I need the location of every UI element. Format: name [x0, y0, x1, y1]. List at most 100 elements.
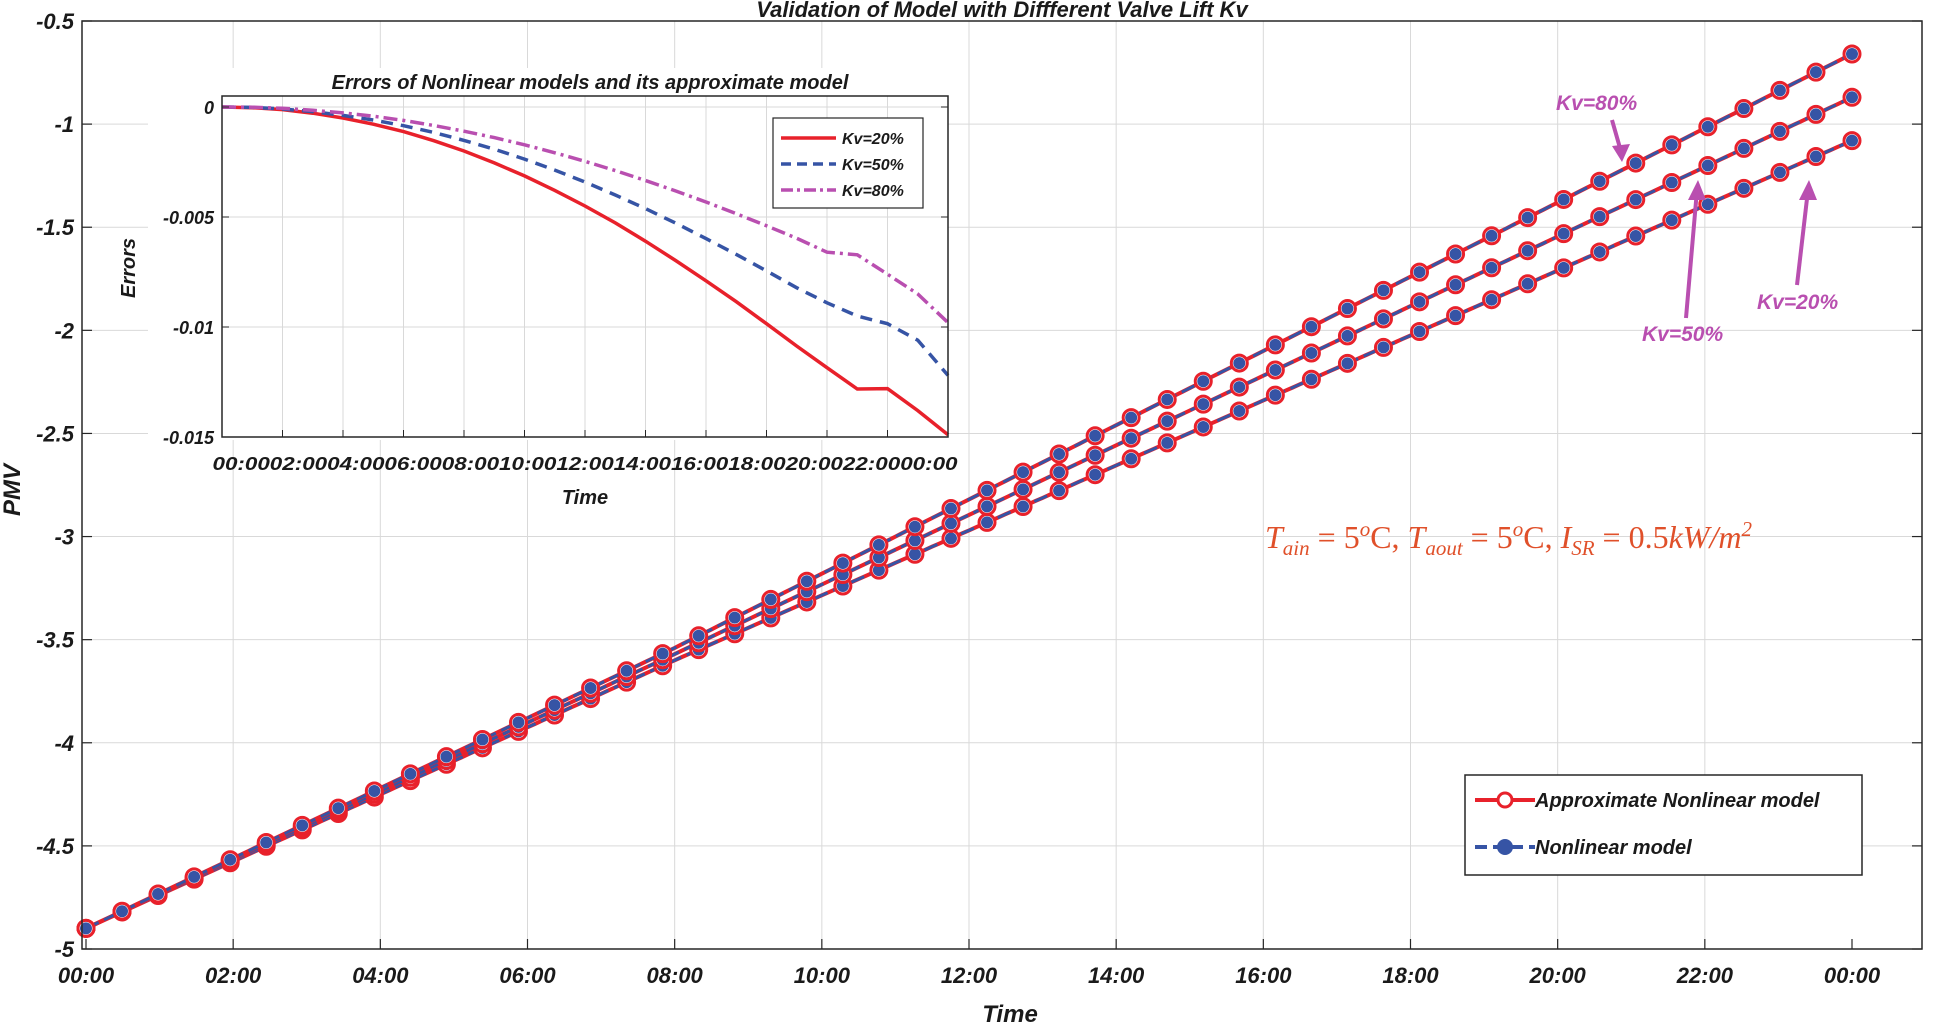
- main-y-ticks: -0.5 -1 -1.5 -2 -2.5 -3 -3.5 -4 -4.5 -5: [36, 9, 1922, 962]
- nonlinear-point-Kv=50%: [1485, 261, 1498, 274]
- nonlinear-point-Kv=80%: [1665, 138, 1678, 151]
- main-legend: Approximate Nonlinear model Nonlinear mo…: [1464, 774, 1863, 876]
- nonlinear-point-Kv=20%: [1197, 420, 1210, 433]
- nonlinear-point-Kv=80%: [944, 502, 957, 515]
- nonlinear-point-Kv=80%: [260, 836, 273, 849]
- inset-line-Kv=80%: [221, 105, 950, 324]
- nonlinear-point-Kv=20%: [1485, 293, 1498, 306]
- inset-series: [221, 105, 950, 437]
- nonlinear-point-Kv=50%: [1593, 210, 1606, 223]
- nonlinear-point-Kv=80%: [512, 716, 525, 729]
- nonlinear-point-Kv=80%: [80, 922, 92, 935]
- nonlinear-point-Kv=80%: [296, 819, 309, 832]
- eq-ain-sub: ain: [1283, 536, 1310, 560]
- nonlinear-point-Kv=20%: [1557, 261, 1570, 274]
- nonlinear-point-Kv=80%: [116, 905, 129, 918]
- nonlinear-point-Kv=80%: [476, 733, 489, 746]
- main-x-tick-label: 00:00: [1824, 963, 1881, 988]
- nonlinear-point-Kv=80%: [1521, 211, 1534, 224]
- eq-part3: = 0.5: [1595, 519, 1669, 555]
- nonlinear-point-Kv=50%: [1089, 449, 1102, 462]
- nonlinear-point-Kv=50%: [1521, 244, 1534, 257]
- nonlinear-point-Kv=80%: [368, 785, 381, 798]
- main-x-tick-label: 14:00: [1088, 963, 1145, 988]
- main-title: Validation of Model with Diffferent Valv…: [756, 0, 1249, 22]
- inset-title: Errors of Nonlinear models and its appro…: [332, 72, 849, 94]
- nonlinear-point-Kv=50%: [1305, 346, 1318, 359]
- eq-part1: = 5: [1310, 519, 1360, 555]
- nonlinear-point-Kv=80%: [872, 538, 885, 551]
- nonlinear-point-Kv=20%: [1305, 373, 1318, 386]
- inset-y-tick-label: -0.005: [163, 208, 215, 228]
- nonlinear-point-Kv=80%: [692, 629, 705, 642]
- nonlinear-point-Kv=80%: [1629, 157, 1642, 170]
- nonlinear-point-Kv=20%: [1701, 198, 1714, 211]
- annotation-kv50-arrow: [1684, 189, 1699, 319]
- main-x-ticks: 00:00 02:00 04:00 06:00 08:00 10:00 12:00 14:00…: [58, 939, 1881, 988]
- nonlinear-point-Kv=50%: [1629, 193, 1642, 206]
- eq-part2: = 5: [1463, 519, 1513, 555]
- eq-unit: kW/m: [1669, 519, 1742, 555]
- nonlinear-point-Kv=50%: [1413, 295, 1426, 308]
- nonlinear-point-Kv=80%: [1809, 66, 1822, 79]
- nonlinear-point-Kv=20%: [1521, 277, 1534, 290]
- nonlinear-point-Kv=50%: [1341, 329, 1354, 342]
- nonlinear-point-Kv=80%: [332, 802, 345, 815]
- annotation-kv80: Kv=80%: [1556, 92, 1637, 162]
- nonlinear-point-Kv=80%: [1341, 302, 1354, 315]
- inset-plot: 0 -0.005 -0.01 -0.015 Errors of Nonlinear m…: [118, 68, 957, 509]
- nonlinear-point-Kv=50%: [1846, 91, 1858, 104]
- main-y-tick-label: -0.5: [36, 9, 75, 34]
- main-y-tick-label: -4.5: [36, 834, 75, 859]
- nonlinear-point-Kv=80%: [764, 593, 777, 606]
- nonlinear-point-Kv=80%: [152, 888, 165, 901]
- nonlinear-point-Kv=20%: [1629, 230, 1642, 243]
- main-y-tick-label: -2: [54, 318, 74, 343]
- main-plot-frame: [81, 20, 1923, 950]
- main-series: [76, 44, 1862, 938]
- nonlinear-point-Kv=50%: [1161, 415, 1174, 428]
- inset-y-tick-label: 0: [204, 98, 214, 118]
- eq-t1: T: [1265, 519, 1285, 555]
- nonlinear-point-Kv=50%: [908, 534, 921, 547]
- main-x-tick-label: 22:00: [1676, 963, 1734, 988]
- legend-nonlinear-marker: [1497, 839, 1513, 855]
- inset-y-tick-label: -0.015: [163, 428, 215, 448]
- nonlinear-point-Kv=80%: [656, 647, 669, 660]
- nonlinear-point-Kv=50%: [1233, 381, 1246, 394]
- main-x-tick-label: 18:00: [1382, 963, 1439, 988]
- nonlinear-point-Kv=50%: [1017, 483, 1030, 496]
- nonlinear-point-Kv=80%: [440, 750, 453, 763]
- nonlinear-point-Kv=80%: [1017, 466, 1030, 479]
- annotation-kv50-arrowhead: [1688, 180, 1706, 200]
- main-y-tick-label: -5: [54, 937, 74, 962]
- nonlinear-point-Kv=50%: [1053, 466, 1066, 479]
- nonlinear-point-Kv=80%: [1485, 229, 1498, 242]
- nonlinear-point-Kv=20%: [1846, 134, 1858, 147]
- nonlinear-point-Kv=20%: [981, 516, 994, 529]
- annotation-kv50: Kv=50%: [1642, 180, 1723, 346]
- main-x-label: Time: [982, 1001, 1038, 1026]
- main-y-tick-label: -1: [54, 112, 74, 137]
- main-y-tick-label: -4: [54, 731, 74, 756]
- nonlinear-point-Kv=20%: [908, 548, 921, 561]
- main-x-tick-label: 12:00: [941, 963, 998, 988]
- nonlinear-point-Kv=50%: [1773, 125, 1786, 138]
- eq-deg1: o: [1360, 517, 1371, 541]
- nonlinear-point-Kv=20%: [1089, 468, 1102, 481]
- annotation-kv20-arrowhead: [1799, 180, 1817, 200]
- nonlinear-point-Kv=20%: [944, 532, 957, 545]
- nonlinear-point-Kv=50%: [1197, 398, 1210, 411]
- nonlinear-point-Kv=80%: [1737, 102, 1750, 115]
- eq-sq: 2: [1741, 517, 1752, 541]
- legend-nonlinear-label: Nonlinear model: [1535, 837, 1692, 859]
- inset-x-label: Time: [562, 487, 608, 509]
- nonlinear-point-Kv=20%: [1341, 357, 1354, 370]
- nonlinear-point-Kv=50%: [981, 500, 994, 513]
- eq-t2: T: [1408, 519, 1428, 555]
- nonlinear-point-Kv=20%: [1809, 150, 1822, 163]
- nonlinear-point-Kv=20%: [1377, 341, 1390, 354]
- nonlinear-point-Kv=50%: [1377, 312, 1390, 325]
- annotation-kv20-label: Kv=20%: [1757, 291, 1838, 314]
